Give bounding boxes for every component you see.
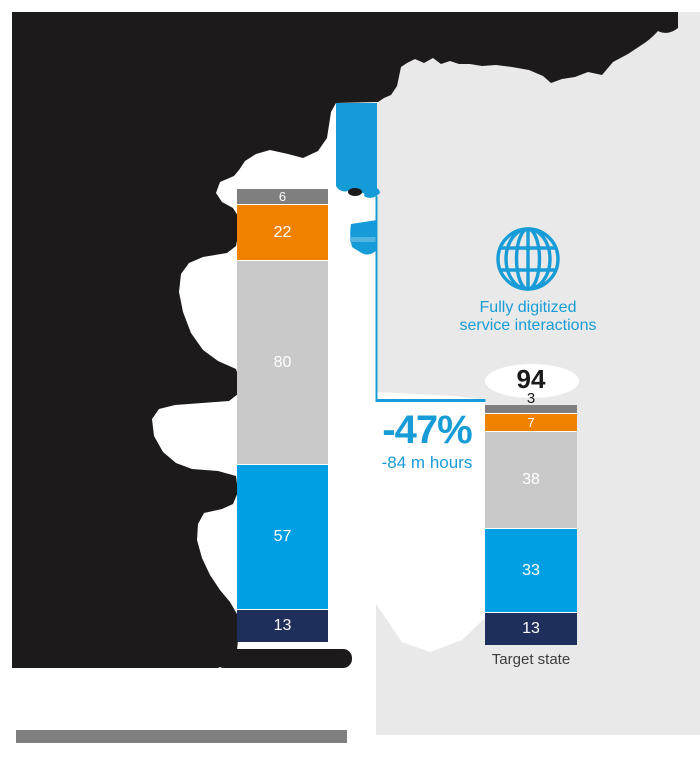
globe-icon (496, 227, 560, 291)
target-bar-total: 94 (516, 364, 546, 394)
bar-segment-light_gray: 38 (485, 431, 577, 528)
bracket-horizontal-line (375, 399, 486, 402)
globe-caption-line2: service interactions (459, 317, 597, 334)
arrow-tip-highlight (350, 237, 377, 242)
bar-segment-dark_gray (485, 405, 577, 413)
footer-bar-obscured (16, 730, 347, 743)
bar-segment-navy: 13 (485, 612, 577, 645)
arrow-curl-icon (364, 187, 380, 198)
white-pocket-delta (376, 392, 485, 652)
bracket-vertical-line (375, 196, 378, 402)
bar-segment-blue: 33 (485, 528, 577, 612)
target-bar-top-segment-value: 3 (526, 390, 536, 407)
globe-caption: Fully digitized service interactions (418, 299, 638, 335)
current-state-stacked-bar: 6 22 80 57 13 (237, 189, 328, 642)
target-state-stacked-bar: 7 38 33 13 (485, 405, 577, 645)
arrow-band-icon (336, 103, 377, 196)
bar-segment-dark_gray: 6 (237, 189, 328, 204)
bar-segment-light_gray: 80 (237, 260, 328, 464)
bar-segment-navy: 13 (237, 609, 328, 642)
arrow-black-nub (348, 188, 362, 196)
delta-percent-label: -47% (382, 408, 472, 452)
globe-caption-line1: Fully digitized (479, 299, 577, 316)
bar-segment-orange: 22 (237, 204, 328, 260)
delta-hours-label: -84 m hours (381, 453, 473, 472)
white-pocket-total (485, 364, 579, 398)
bar-segment-blue: 57 (237, 464, 328, 609)
current-state-label-obscured (215, 649, 352, 668)
target-state-axis-label: Target state (491, 651, 571, 668)
bar-segment-orange: 7 (485, 413, 577, 431)
obscured-title-and-legend-block (12, 12, 678, 668)
